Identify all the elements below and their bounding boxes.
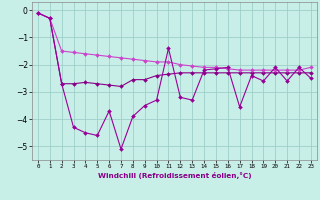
- X-axis label: Windchill (Refroidissement éolien,°C): Windchill (Refroidissement éolien,°C): [98, 172, 251, 179]
